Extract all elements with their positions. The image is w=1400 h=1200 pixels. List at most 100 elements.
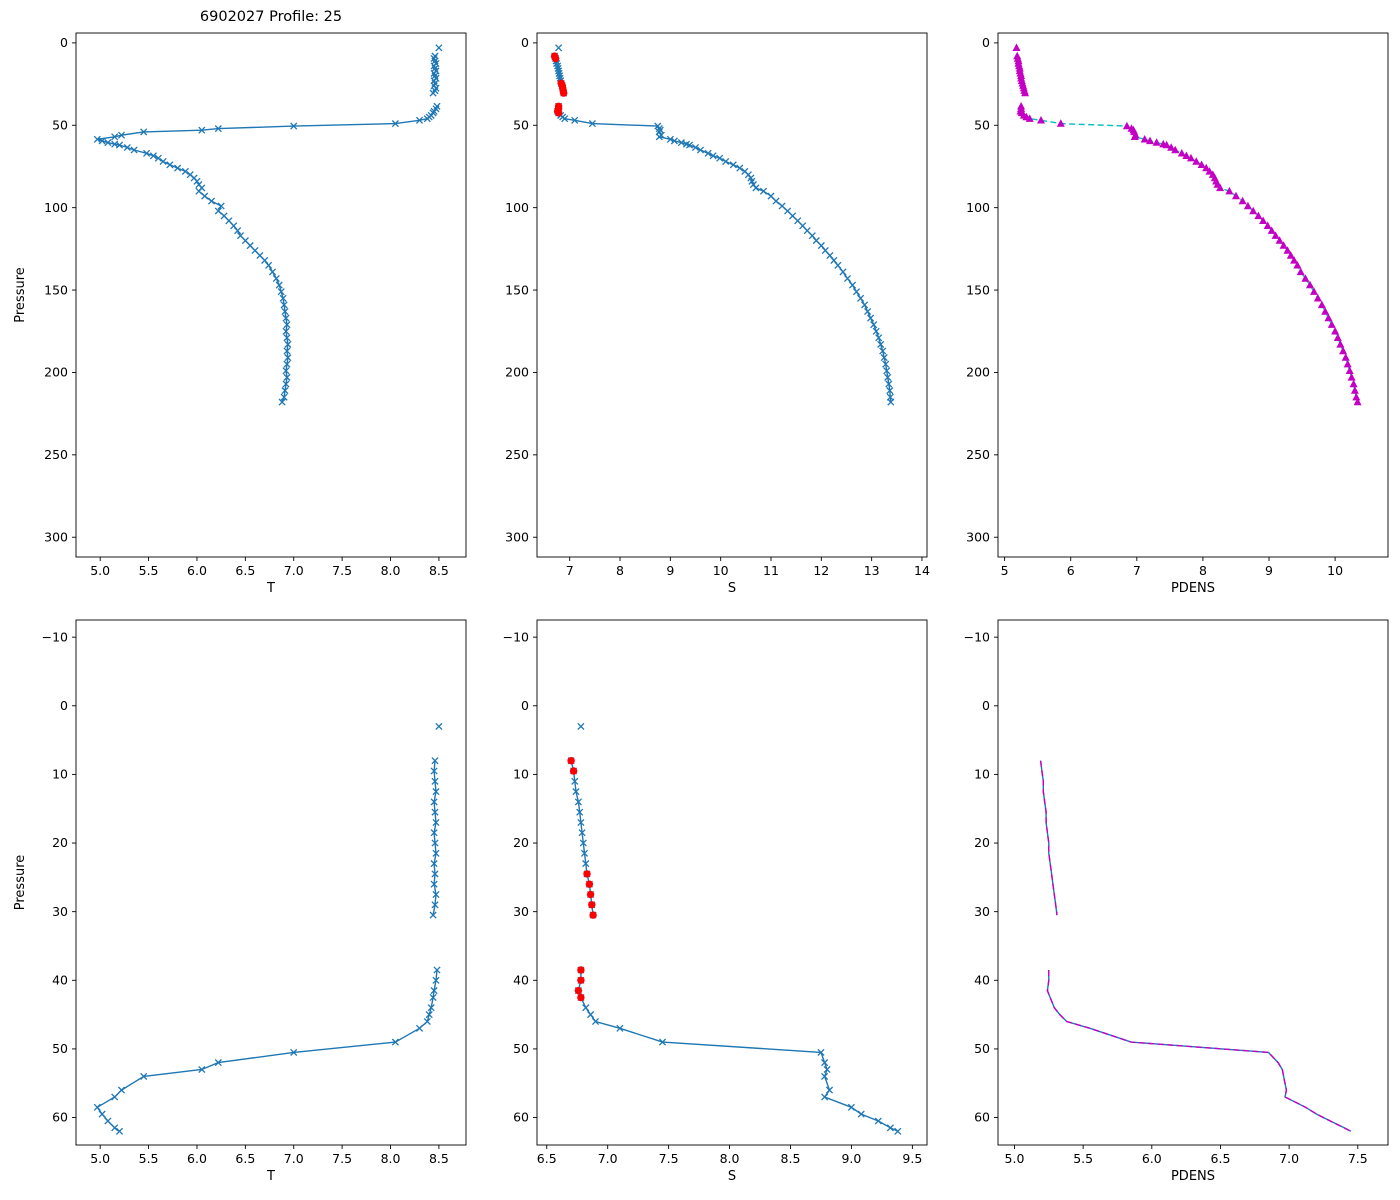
x-marker <box>391 120 399 128</box>
x-marker <box>123 143 131 152</box>
y-tick-label: 0 <box>60 698 68 713</box>
x-marker <box>677 139 685 147</box>
y-tick-label: 10 <box>52 767 68 782</box>
x-marker <box>430 880 438 888</box>
x-marker <box>431 839 439 847</box>
triangle-marker <box>1146 136 1154 145</box>
x-marker <box>886 387 894 395</box>
x-tick-label: 5.5 <box>1073 1151 1093 1166</box>
x-marker <box>140 1072 148 1080</box>
x-marker <box>666 135 674 143</box>
x-marker <box>230 222 238 230</box>
y-tick-label: 100 <box>44 200 68 215</box>
x-marker <box>722 157 730 166</box>
flagged-point-marker <box>589 911 597 919</box>
x-marker <box>143 149 151 157</box>
x-marker <box>111 133 119 141</box>
triangle-marker <box>1202 163 1211 172</box>
x-marker <box>857 1110 865 1118</box>
triangle-marker <box>1327 320 1336 328</box>
x-marker <box>117 1086 126 1094</box>
x-marker <box>431 901 439 909</box>
triangle-marker <box>1152 138 1161 146</box>
x-tick-label: 8 <box>1199 563 1207 578</box>
x-marker <box>709 152 717 160</box>
x-axis-label: PDENS <box>1171 1169 1215 1184</box>
x-marker <box>201 192 209 200</box>
y-axis: 0 50 100 150 200 250 300 <box>505 35 537 544</box>
y-tick-label: 150 <box>505 282 529 297</box>
x-marker <box>217 202 225 210</box>
x-marker <box>429 89 437 97</box>
x-marker <box>214 207 222 215</box>
flagged-point-marker <box>554 109 563 117</box>
x-marker <box>282 327 290 335</box>
x-marker <box>159 157 167 166</box>
x-marker <box>430 829 438 837</box>
x-marker <box>574 798 582 806</box>
x-marker <box>214 1059 222 1067</box>
y-tick-label: 50 <box>52 117 68 132</box>
x-marker <box>93 135 101 143</box>
triangle-marker <box>1275 236 1284 244</box>
x-marker <box>861 301 869 309</box>
x-marker <box>685 141 694 149</box>
y-tick-label: 150 <box>44 282 68 297</box>
y-tick-label: −10 <box>964 629 990 644</box>
triangle-marker <box>1192 157 1201 165</box>
flagged-point-marker <box>569 767 578 775</box>
x-marker <box>823 1065 831 1074</box>
series-PDENS-overlay <box>1039 760 1352 1132</box>
y-tick-label: 30 <box>974 904 990 919</box>
x-marker <box>864 307 872 316</box>
axes-frame <box>536 32 928 558</box>
x-tick-label: 9.5 <box>902 1151 922 1166</box>
x-marker <box>149 152 157 160</box>
y-tick-label: 40 <box>974 972 990 987</box>
y-tick-label: 200 <box>966 365 990 380</box>
triangle-marker <box>1352 392 1361 401</box>
x-marker <box>817 1048 825 1056</box>
x-marker <box>857 294 865 302</box>
x-tick-label: 7.0 <box>284 563 304 578</box>
triangle-marker <box>1182 151 1191 159</box>
x-tick-label: 10 <box>1327 563 1343 578</box>
y-tick-label: 20 <box>513 835 529 850</box>
x-tick-label: 7.5 <box>659 1151 679 1166</box>
y-tick-label: 50 <box>513 117 529 132</box>
x-tick-label: 12 <box>813 563 829 578</box>
x-tick-label: 5.0 <box>90 563 110 578</box>
y-tick-label: −10 <box>42 629 68 644</box>
y-tick-label: −10 <box>503 629 529 644</box>
flagged-point-marker <box>588 901 596 909</box>
x-marker <box>214 125 222 133</box>
x-tick-label: 5.0 <box>1005 1151 1025 1166</box>
x-marker <box>98 137 106 145</box>
triangle-marker <box>1347 373 1356 381</box>
triangle-marker <box>1317 300 1326 309</box>
triangle-marker <box>1331 327 1340 335</box>
x-marker <box>93 1103 101 1111</box>
triangle-marker <box>1249 206 1258 215</box>
x-marker <box>696 146 705 154</box>
y-tick-label: 40 <box>513 972 529 987</box>
triangle-marker <box>1187 153 1195 162</box>
x-marker <box>578 829 586 837</box>
axes-frame <box>997 619 1389 1146</box>
x-marker <box>290 122 298 130</box>
x-tick-label: 5.0 <box>90 1151 110 1166</box>
flagged-point-marker <box>583 870 591 878</box>
triangle-marker <box>1254 211 1263 220</box>
x-marker <box>174 164 182 172</box>
x-axis: 7 8 9 10 11 12 13 14 <box>566 557 930 578</box>
y-tick-label: 300 <box>505 529 529 544</box>
x-tick-label: 7.5 <box>1348 1151 1368 1166</box>
x-marker <box>883 367 891 375</box>
x-tick-label: 6.5 <box>235 1151 255 1166</box>
y-axis: 0 50 100 150 200 250 300 <box>44 35 76 544</box>
y-tick-label: 300 <box>44 529 68 544</box>
axes-frame <box>997 32 1389 558</box>
x-marker <box>431 808 439 816</box>
x-marker <box>616 1024 624 1032</box>
x-marker <box>571 116 579 124</box>
